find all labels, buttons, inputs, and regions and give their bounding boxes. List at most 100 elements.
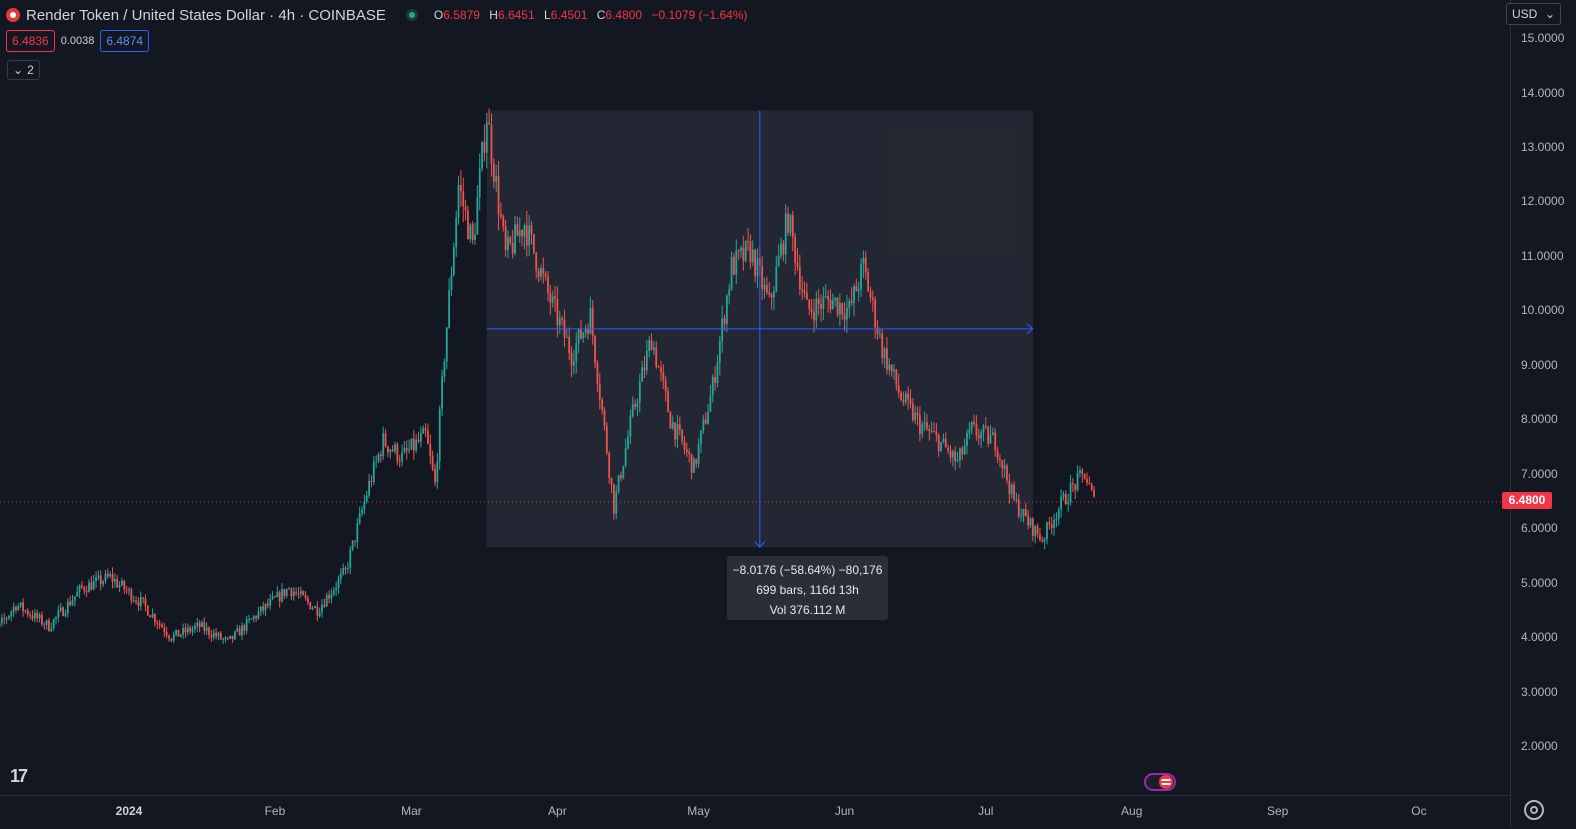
candle-112	[246, 616, 248, 634]
indicators-toggle-button[interactable]: ⌄ 2	[7, 60, 40, 80]
candle-141	[314, 606, 316, 609]
us-flag-events-icon[interactable]	[1144, 773, 1176, 791]
candle-105	[229, 636, 231, 639]
candle-460	[1065, 490, 1067, 505]
candle-147	[328, 590, 330, 603]
candle-102	[222, 638, 224, 644]
candle-94	[203, 617, 205, 635]
candle-17	[22, 598, 24, 616]
candle-172	[387, 446, 389, 457]
time-tick-label: Jul	[978, 804, 993, 818]
candle-134	[298, 587, 300, 599]
time-tick-label: Mar	[401, 804, 422, 818]
candle-265	[606, 422, 608, 455]
time-tick-label: Apr	[548, 804, 567, 818]
candle-55	[112, 567, 114, 588]
currency-select[interactable]: USD ⌄	[1506, 3, 1561, 25]
open-value: 6.5879	[443, 8, 480, 22]
candle-76	[161, 622, 163, 628]
candle-125	[276, 586, 278, 597]
candle-60	[123, 580, 125, 594]
candle-80	[170, 638, 172, 642]
candle-52	[105, 570, 107, 584]
price-tick-label: 5.0000	[1521, 576, 1558, 590]
candle-121	[267, 599, 269, 609]
candle-154	[345, 566, 347, 575]
candle-195	[441, 370, 443, 417]
low-value: 6.4501	[551, 8, 588, 22]
candle-202	[458, 176, 460, 225]
candle-86	[185, 623, 187, 638]
candle-139	[309, 602, 311, 610]
sell-price-button[interactable]: 6.4836	[6, 30, 55, 52]
candle-77	[163, 623, 165, 638]
candle-185	[418, 432, 420, 444]
gear-icon[interactable]	[1524, 800, 1544, 820]
candle-137	[305, 591, 307, 601]
tradingview-logo[interactable]: 17	[10, 766, 26, 787]
price-tick-label: 3.0000	[1521, 685, 1558, 699]
candle-136	[302, 590, 304, 595]
candle-65	[135, 596, 137, 604]
candle-18	[25, 609, 27, 613]
candle-83	[178, 630, 180, 637]
candle-129	[286, 588, 288, 598]
candle-29	[50, 623, 52, 633]
candle-13	[13, 602, 15, 617]
candle-79	[168, 634, 170, 641]
candle-180	[406, 440, 408, 459]
candle-58	[119, 581, 121, 592]
symbol-title[interactable]: Render Token / United States Dollar · 4h…	[26, 7, 386, 24]
candle-165	[371, 475, 373, 487]
candle-28	[48, 618, 50, 632]
last-price-label: 6.4800	[1502, 492, 1552, 509]
candle-98	[213, 629, 215, 640]
candle-448	[1037, 523, 1039, 538]
candle-51	[102, 580, 104, 587]
chevron-down-icon: ⌄	[13, 63, 23, 77]
candle-466	[1079, 466, 1081, 477]
candle-140	[312, 606, 314, 610]
price-tick-label: 2.0000	[1521, 739, 1558, 753]
indicator-count: 2	[27, 63, 34, 77]
candle-199	[451, 266, 453, 296]
candle-457	[1058, 507, 1060, 526]
candle-143	[319, 608, 321, 618]
candle-173	[389, 449, 391, 459]
candle-113	[248, 615, 250, 624]
candle-162	[363, 495, 365, 515]
candle-43	[83, 586, 85, 595]
candle-167	[375, 455, 377, 468]
candle-203	[460, 170, 462, 206]
candle-49	[98, 570, 100, 580]
candle-40	[76, 586, 78, 597]
chart-legend-header: Render Token / United States Dollar · 4h…	[6, 4, 754, 26]
candle-25	[41, 611, 43, 626]
candle-469	[1086, 473, 1088, 486]
candle-177	[399, 455, 401, 467]
price-tick-label: 8.0000	[1521, 412, 1558, 426]
candle-179	[404, 441, 406, 454]
candle-106	[232, 636, 234, 643]
price-tick-label: 15.0000	[1521, 31, 1564, 45]
candle-205	[465, 200, 467, 221]
candlestick-chart[interactable]	[0, 0, 1510, 795]
candle-148	[331, 588, 333, 603]
candle-15	[17, 603, 19, 611]
candle-198	[448, 278, 450, 329]
candle-152	[340, 568, 342, 584]
buy-price-button[interactable]: 6.4874	[100, 30, 149, 52]
market-status-icon[interactable]	[406, 9, 418, 21]
candle-212	[481, 141, 483, 172]
candle-89	[192, 626, 194, 636]
candle-211	[479, 153, 481, 210]
candle-59	[121, 578, 123, 587]
candle-103	[225, 636, 227, 643]
candle-210	[476, 185, 478, 235]
candle-23	[36, 610, 38, 623]
candle-67	[140, 591, 142, 610]
candle-188	[425, 423, 427, 437]
candle-145	[323, 598, 325, 607]
